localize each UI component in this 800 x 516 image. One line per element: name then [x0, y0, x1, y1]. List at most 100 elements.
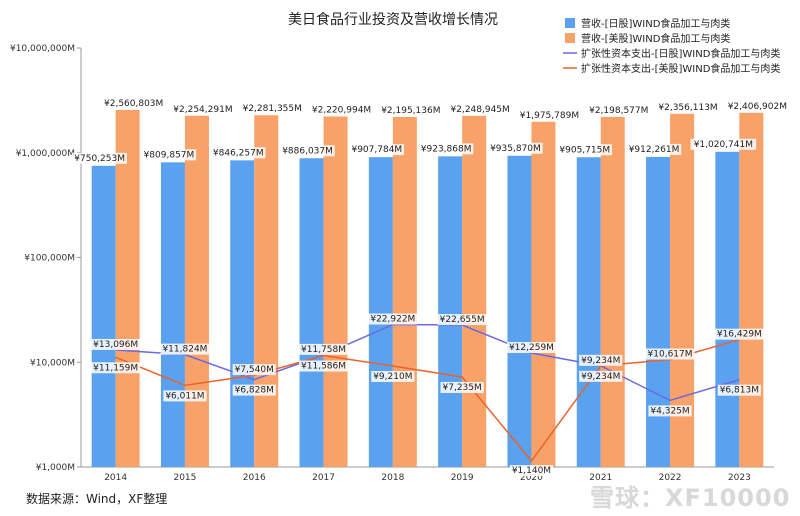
line-data-label: ¥11,159M	[91, 362, 141, 374]
data-label-bg	[368, 313, 418, 325]
bar-data-label: ¥2,220,994M	[308, 104, 375, 116]
legend-label: 营收-[日股]WIND食品加工与肉类	[581, 17, 730, 30]
data-label: ¥10,617M	[648, 350, 693, 360]
legend-swatch	[565, 18, 575, 28]
data-label: ¥9,234M	[581, 356, 620, 366]
data-label: ¥2,356,113M	[658, 103, 717, 113]
data-label: ¥2,281,355M	[243, 104, 302, 114]
data-label: ¥16,429M	[717, 330, 762, 340]
data-label-bg	[239, 103, 306, 115]
data-label: ¥6,011M	[165, 391, 204, 401]
data-label: ¥1,020,741M	[694, 140, 753, 150]
data-label: ¥11,824M	[162, 345, 207, 355]
bar-data-label: ¥2,356,113M	[655, 101, 721, 113]
data-label: ¥935,870M	[490, 144, 541, 154]
x-tick-label: 2020	[520, 473, 543, 483]
bar-data-label: ¥905,715M	[557, 144, 612, 156]
data-label: ¥9,210M	[373, 372, 412, 382]
line-data-label: ¥22,655M	[437, 314, 487, 326]
data-label-bg	[163, 390, 207, 402]
bar	[507, 155, 532, 467]
data-label-bg	[648, 405, 692, 417]
data-label-bg	[299, 360, 348, 372]
data-label: ¥2,198,577M	[589, 106, 648, 116]
data-label: ¥886,037M	[282, 146, 333, 156]
data-label-bg	[211, 147, 266, 159]
bar	[368, 157, 393, 467]
bar	[254, 115, 279, 467]
data-label-bg	[507, 341, 556, 353]
data-label: ¥750,253M	[74, 154, 125, 164]
bar-data-label: ¥2,248,945M	[447, 103, 513, 115]
bar-data-label: ¥2,560,803M	[100, 97, 167, 109]
bar	[323, 116, 348, 467]
data-source-note: 数据来源：Wind，XF整理	[26, 492, 168, 506]
data-label-bg	[308, 104, 375, 116]
watermark: 雪球：XF10000	[590, 484, 791, 512]
legend-label: 扩张性资本支出-[美股]WIND食品加工与肉类	[581, 62, 780, 75]
line-data-label: ¥11,824M	[160, 343, 210, 355]
y-tick-label: ¥10,000M	[30, 358, 75, 368]
data-label-bg	[437, 314, 487, 326]
data-label-bg	[440, 381, 484, 393]
bar-data-label: ¥2,254,291M	[170, 103, 236, 115]
data-label-bg	[418, 143, 474, 155]
x-tick-label: 2018	[381, 473, 404, 483]
bar-data-label: ¥912,261M	[626, 143, 682, 155]
series-line	[115, 323, 740, 402]
x-tick-label: 2016	[243, 473, 266, 483]
line-data-label: ¥7,235M	[440, 381, 484, 393]
data-label-bg	[349, 144, 405, 156]
data-label: ¥12,259M	[509, 343, 554, 353]
bar	[299, 158, 324, 467]
data-label-bg	[232, 384, 276, 396]
legend-swatch	[565, 33, 575, 43]
data-label-bg	[516, 109, 583, 121]
data-label-bg	[714, 328, 764, 340]
bar	[739, 112, 764, 467]
bar	[184, 115, 209, 467]
data-label: ¥846,257M	[213, 148, 264, 158]
data-label: ¥11,159M	[93, 363, 138, 373]
bar-data-label: ¥809,857M	[141, 149, 197, 161]
data-label-bg	[717, 384, 761, 396]
x-tick-label: 2021	[589, 473, 612, 483]
bar	[230, 160, 255, 468]
x-tick-label: 2015	[173, 473, 196, 483]
data-label-bg	[645, 348, 695, 360]
data-label-bg	[299, 343, 348, 355]
legend-label: 营收-[美股]WIND食品加工与肉类	[581, 32, 730, 45]
data-label-bg	[141, 149, 197, 161]
data-labels: ¥750,253M ¥809,857M ¥846,257M ¥886,037M ¥907…	[72, 97, 791, 477]
lines	[115, 323, 740, 463]
data-label-bg	[585, 104, 652, 116]
y-tick-label: ¥10,000,000M	[10, 44, 75, 54]
bar	[600, 116, 625, 468]
line-data-label: ¥9,234M	[579, 354, 623, 366]
data-label-bg	[232, 364, 276, 376]
data-label-bg	[579, 370, 623, 382]
line-data-label: ¥9,210M	[371, 370, 415, 382]
data-label: ¥7,540M	[235, 365, 274, 375]
bar	[91, 165, 116, 467]
line-data-label: ¥16,429M	[714, 328, 764, 340]
bar-data-label: ¥2,198,577M	[585, 104, 652, 116]
y-tick-label: ¥100,000M	[24, 254, 75, 264]
bar-data-label: ¥935,870M	[488, 142, 543, 154]
x-tick-label: 2014	[104, 473, 127, 483]
data-label: ¥1,975,789M	[520, 111, 579, 121]
bar	[160, 162, 185, 467]
series-line	[115, 338, 740, 463]
bar-data-label: ¥886,037M	[280, 145, 335, 157]
bar	[392, 116, 417, 467]
line-data-label: ¥6,828M	[232, 384, 276, 396]
bar	[646, 156, 671, 467]
legend-label: 扩张性资本支出-[日股]WIND食品加工与肉类	[581, 47, 780, 60]
bar-data-label: ¥750,253M	[72, 152, 127, 164]
x-tick-label: 2017	[312, 473, 335, 483]
data-label-bg	[72, 152, 127, 164]
data-label: ¥22,655M	[440, 315, 485, 325]
data-label: ¥11,758M	[301, 345, 346, 355]
data-label: ¥13,096M	[93, 340, 138, 350]
